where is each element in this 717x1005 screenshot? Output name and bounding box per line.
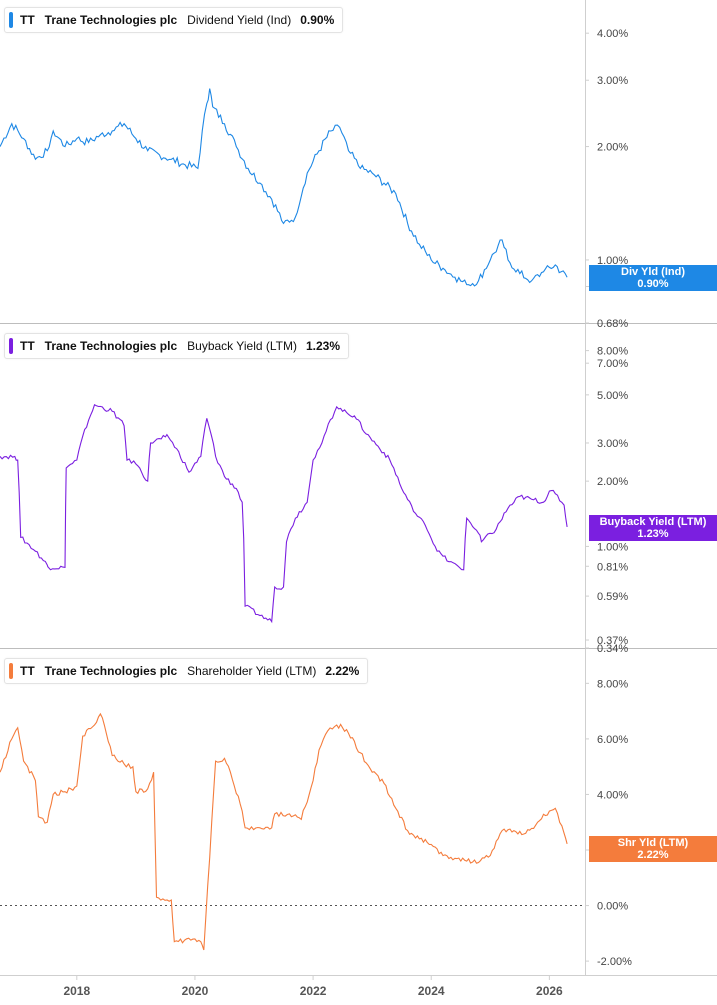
y-tick-label: 1.00%: [597, 255, 628, 267]
legend-value: 2.22%: [325, 664, 360, 678]
legend-metric: Shareholder Yield (LTM): [187, 664, 317, 678]
y-tick-label: 4.00%: [597, 28, 628, 40]
legend-value: 1.23%: [305, 339, 341, 353]
y-tick-label: 0.00%: [597, 901, 628, 913]
tag-label: Div Yld (Ind): [621, 266, 685, 278]
tag-value: 1.23%: [637, 528, 669, 540]
y-tick-label: 8.00%: [597, 678, 628, 690]
series-line: [0, 404, 568, 624]
series-line: [0, 712, 568, 951]
x-tick-label: 2018: [63, 984, 90, 998]
legend-company: Trane Technologies plc: [44, 13, 178, 27]
y-tick-label: 4.00%: [597, 789, 628, 801]
legend-dividend-yield[interactable]: TT Trane Technologies plc Dividend Yield…: [4, 7, 344, 33]
series-color-marker: [9, 338, 13, 354]
x-tick-label: 2024: [418, 984, 445, 998]
y-tick-label: 6.00%: [597, 734, 628, 746]
legend-metric: Buyback Yield (LTM): [187, 339, 297, 353]
y-tick-label: -2.00%: [597, 956, 632, 968]
y-tick-label: 8.00%: [597, 346, 628, 358]
y-tick-label: 0.68%: [597, 318, 628, 330]
tag-value: 0.90%: [637, 278, 669, 290]
tag-label: Buyback Yield (LTM): [599, 516, 707, 528]
tag-value: 2.22%: [637, 849, 669, 861]
last-value-tag-buyback: Buyback Yield (LTM) 1.23%: [589, 515, 717, 541]
y-tick-label: 1.00%: [597, 541, 628, 553]
y-tick-label: 0.37%: [597, 635, 628, 647]
x-tick-label: 2022: [300, 984, 327, 998]
x-tick-label: 2020: [182, 984, 209, 998]
legend-metric: Dividend Yield (Ind): [187, 13, 292, 27]
y-tick-label: 3.00%: [597, 438, 628, 450]
tag-label: Shr Yld (LTM): [617, 837, 689, 849]
legend-ticker: TT: [20, 13, 35, 27]
legend-ticker: TT: [20, 664, 35, 678]
y-tick-label: 0.34%: [597, 643, 628, 655]
x-tick-label: 2026: [536, 984, 563, 998]
legend-ticker: TT: [20, 339, 35, 353]
legend-shareholder-yield[interactable]: TT Trane Technologies plc Shareholder Yi…: [4, 658, 369, 684]
y-tick-label: 0.81%: [597, 561, 628, 573]
last-value-tag-dividend: Div Yld (Ind) 0.90%: [589, 265, 717, 291]
y-tick-label: 2.00%: [597, 476, 628, 488]
series-color-marker: [9, 663, 13, 679]
y-tick-label: 0.59%: [597, 591, 628, 603]
y-tick-label: 5.00%: [597, 390, 628, 402]
y-tick-label: 2.00%: [597, 142, 628, 154]
series-line: [0, 88, 568, 287]
legend-buyback-yield[interactable]: TT Trane Technologies plc Buyback Yield …: [4, 333, 350, 359]
legend-company: Trane Technologies plc: [44, 664, 178, 678]
y-tick-label: 7.00%: [597, 358, 628, 370]
series-color-marker: [9, 12, 13, 28]
last-value-tag-shareholder: Shr Yld (LTM) 2.22%: [589, 836, 717, 862]
y-tick-label: 3.00%: [597, 75, 628, 87]
legend-company: Trane Technologies plc: [44, 339, 178, 353]
legend-value: 0.90%: [300, 13, 335, 27]
